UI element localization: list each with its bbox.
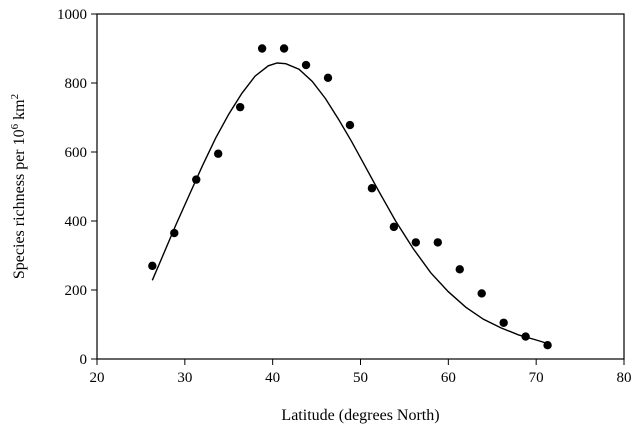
- x-tick-label: 30: [177, 370, 192, 386]
- data-point: [279, 44, 289, 53]
- data-point: [367, 184, 377, 193]
- y-tick-label: 0: [80, 352, 88, 368]
- data-point: [411, 238, 421, 247]
- plot-frame: [96, 13, 625, 360]
- data-point: [499, 318, 508, 327]
- x-tick-label: 80: [617, 370, 632, 386]
- x-tick-label: 40: [265, 370, 280, 386]
- y-axis-label-sup2: 2: [9, 94, 21, 100]
- x-tick-label: 20: [90, 370, 105, 386]
- data-point: [345, 120, 355, 130]
- y-axis-label: Species richness per 106 km2: [9, 94, 28, 279]
- y-axis-label-mid: km: [11, 99, 28, 124]
- data-point: [543, 341, 552, 350]
- data-point: [214, 149, 223, 158]
- y-tick-label: 600: [65, 145, 88, 161]
- y-axis: 0 200 400 600 800 1000: [57, 7, 97, 368]
- y-tick-label: 400: [65, 214, 88, 230]
- data-point: [235, 102, 245, 112]
- data-points: [148, 44, 552, 350]
- data-point: [433, 238, 442, 247]
- data-point: [301, 60, 311, 70]
- y-tick-label: 1000: [57, 7, 87, 23]
- y-axis-label-prefix: Species richness per 10: [11, 129, 28, 279]
- x-tick-label: 50: [353, 370, 368, 386]
- data-point: [170, 228, 179, 238]
- x-axis: 20 30 40 50 60 70 80: [90, 359, 632, 386]
- data-point: [192, 175, 201, 184]
- data-point: [323, 73, 333, 83]
- fitted-curve: [151, 62, 548, 345]
- data-point: [455, 265, 464, 274]
- y-tick-label: 800: [65, 76, 88, 92]
- x-axis-label: Latitude (degrees North): [281, 407, 439, 424]
- data-point: [521, 332, 530, 341]
- data-point: [257, 44, 267, 53]
- x-tick-label: 60: [441, 370, 456, 386]
- x-tick-label: 70: [529, 370, 544, 386]
- data-point: [148, 261, 157, 271]
- data-point: [477, 289, 486, 298]
- y-tick-label: 200: [65, 283, 88, 299]
- y-axis-label-sup1: 6: [9, 123, 21, 129]
- plot-border: [96, 13, 625, 360]
- data-point: [389, 222, 399, 232]
